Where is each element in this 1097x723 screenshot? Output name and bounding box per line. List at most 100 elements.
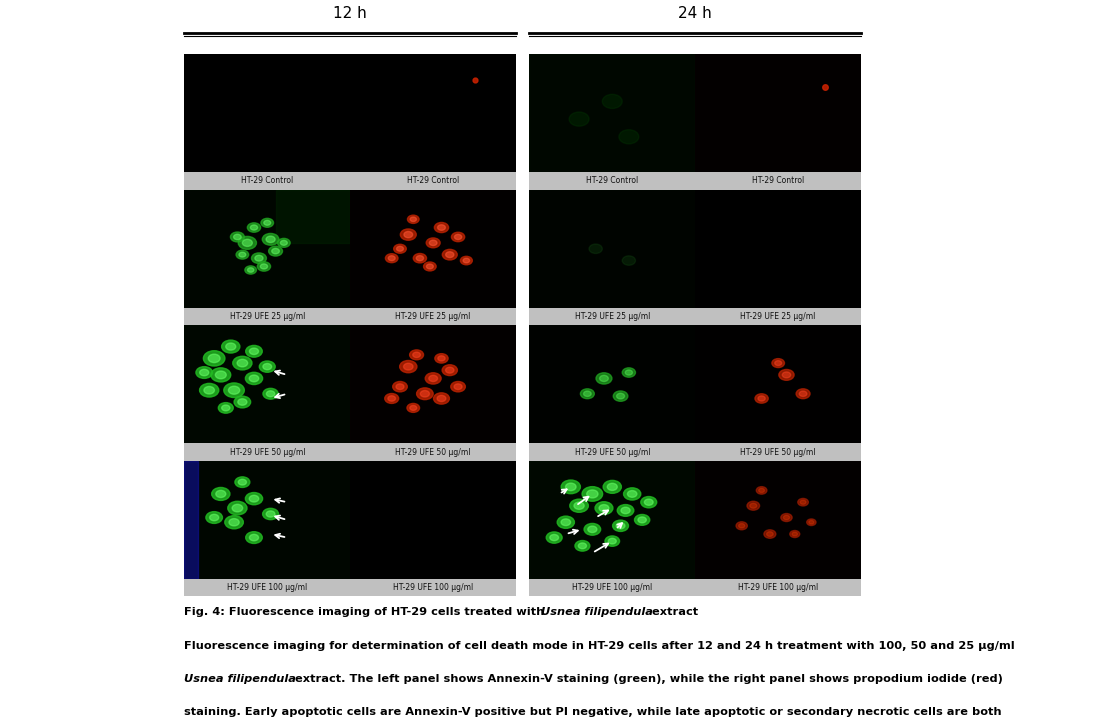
Circle shape bbox=[619, 129, 638, 144]
Circle shape bbox=[385, 254, 398, 262]
Circle shape bbox=[621, 508, 630, 513]
Circle shape bbox=[251, 253, 267, 263]
Circle shape bbox=[569, 112, 589, 127]
Circle shape bbox=[238, 236, 257, 249]
Circle shape bbox=[246, 531, 262, 544]
Text: HT-29 UFE 25 μg/ml: HT-29 UFE 25 μg/ml bbox=[229, 312, 305, 321]
Circle shape bbox=[255, 255, 263, 261]
Circle shape bbox=[429, 375, 438, 382]
Circle shape bbox=[429, 240, 437, 246]
Circle shape bbox=[599, 505, 609, 512]
Circle shape bbox=[604, 536, 620, 547]
Circle shape bbox=[407, 403, 419, 412]
Circle shape bbox=[385, 393, 398, 403]
Circle shape bbox=[263, 388, 279, 399]
Circle shape bbox=[218, 403, 234, 414]
Circle shape bbox=[546, 532, 562, 543]
Circle shape bbox=[238, 479, 247, 485]
Circle shape bbox=[738, 523, 745, 528]
Circle shape bbox=[779, 369, 794, 380]
Circle shape bbox=[434, 223, 449, 233]
Circle shape bbox=[772, 359, 784, 367]
Circle shape bbox=[641, 497, 657, 508]
Circle shape bbox=[234, 396, 251, 408]
Circle shape bbox=[233, 356, 252, 370]
Circle shape bbox=[267, 390, 274, 397]
Circle shape bbox=[764, 530, 776, 539]
Circle shape bbox=[608, 538, 617, 544]
Circle shape bbox=[759, 488, 765, 492]
Circle shape bbox=[400, 229, 416, 240]
Circle shape bbox=[617, 393, 624, 399]
Text: HT-29 UFE 50 μg/ml: HT-29 UFE 50 μg/ml bbox=[740, 448, 816, 457]
Circle shape bbox=[612, 520, 629, 531]
Circle shape bbox=[410, 406, 417, 411]
Circle shape bbox=[442, 249, 457, 260]
Circle shape bbox=[638, 517, 646, 523]
Circle shape bbox=[258, 262, 271, 271]
Circle shape bbox=[211, 368, 230, 382]
Circle shape bbox=[796, 389, 810, 398]
Text: HT-29 UFE 50 μg/ml: HT-29 UFE 50 μg/ml bbox=[395, 448, 471, 457]
Circle shape bbox=[414, 254, 427, 263]
Circle shape bbox=[736, 522, 747, 530]
Circle shape bbox=[627, 491, 637, 497]
Circle shape bbox=[262, 234, 279, 245]
Circle shape bbox=[584, 523, 601, 535]
Circle shape bbox=[404, 363, 414, 370]
Circle shape bbox=[602, 94, 622, 108]
Circle shape bbox=[388, 256, 395, 261]
Circle shape bbox=[222, 340, 240, 353]
Circle shape bbox=[208, 354, 220, 363]
Circle shape bbox=[206, 512, 223, 523]
Text: HT-29 UFE 25 μg/ml: HT-29 UFE 25 μg/ml bbox=[740, 312, 816, 321]
Circle shape bbox=[623, 488, 641, 500]
Circle shape bbox=[463, 258, 470, 263]
Circle shape bbox=[584, 391, 591, 396]
Circle shape bbox=[249, 375, 259, 382]
Circle shape bbox=[451, 382, 465, 392]
Circle shape bbox=[210, 514, 218, 521]
Circle shape bbox=[781, 513, 792, 521]
Circle shape bbox=[622, 256, 635, 265]
Circle shape bbox=[433, 393, 450, 404]
Text: HT-29 Control: HT-29 Control bbox=[753, 176, 804, 186]
Circle shape bbox=[259, 361, 275, 372]
Circle shape bbox=[278, 239, 290, 247]
Text: extract. The left panel shows Annexin-V staining (green), while the right panel : extract. The left panel shows Annexin-V … bbox=[291, 674, 1003, 684]
Text: HT-29 Control: HT-29 Control bbox=[241, 176, 293, 186]
Circle shape bbox=[550, 534, 558, 541]
Circle shape bbox=[281, 240, 287, 245]
Circle shape bbox=[565, 483, 576, 491]
Circle shape bbox=[596, 373, 612, 384]
Circle shape bbox=[782, 372, 791, 378]
Circle shape bbox=[445, 252, 454, 257]
Circle shape bbox=[203, 351, 225, 366]
Circle shape bbox=[249, 534, 259, 541]
Circle shape bbox=[561, 519, 570, 526]
Circle shape bbox=[396, 384, 404, 390]
Circle shape bbox=[416, 256, 423, 261]
Circle shape bbox=[427, 238, 440, 248]
Circle shape bbox=[608, 483, 618, 490]
Circle shape bbox=[396, 247, 404, 251]
Circle shape bbox=[808, 521, 814, 524]
Circle shape bbox=[225, 515, 244, 529]
Circle shape bbox=[445, 367, 454, 373]
Circle shape bbox=[618, 505, 634, 516]
Circle shape bbox=[412, 352, 420, 358]
Circle shape bbox=[756, 487, 767, 495]
Circle shape bbox=[212, 487, 230, 500]
Circle shape bbox=[250, 225, 258, 230]
Circle shape bbox=[407, 215, 419, 223]
Circle shape bbox=[798, 498, 808, 506]
Circle shape bbox=[269, 246, 283, 256]
Circle shape bbox=[265, 236, 275, 242]
Circle shape bbox=[442, 364, 457, 375]
Circle shape bbox=[750, 503, 757, 508]
Circle shape bbox=[755, 394, 768, 403]
Circle shape bbox=[263, 221, 271, 226]
Text: HT-29 UFE 25 μg/ml: HT-29 UFE 25 μg/ml bbox=[396, 312, 471, 321]
Text: Fig. 4: Fluorescence imaging of HT-29 cells treated with: Fig. 4: Fluorescence imaging of HT-29 ce… bbox=[184, 607, 548, 617]
Circle shape bbox=[393, 382, 407, 392]
